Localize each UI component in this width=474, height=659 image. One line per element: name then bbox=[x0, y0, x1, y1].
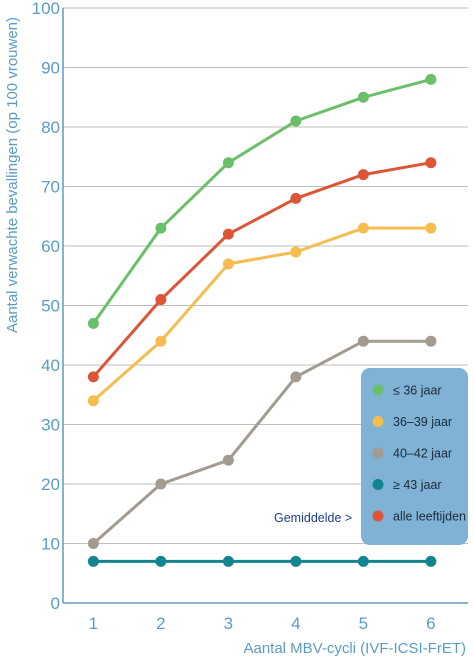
x-tick-label-2: 2 bbox=[156, 614, 165, 633]
axes bbox=[62, 8, 468, 604]
series-line-1 bbox=[91, 77, 433, 325]
x-tick-label-1: 1 bbox=[89, 614, 98, 633]
series-2 bbox=[87, 222, 437, 407]
data-point-2-2 bbox=[155, 335, 167, 347]
legend-label-1: ≤ 36 jaar bbox=[393, 384, 442, 398]
data-point-2-3 bbox=[222, 258, 234, 270]
data-point-3-2 bbox=[155, 478, 167, 490]
data-point-3-5 bbox=[357, 335, 369, 347]
series-3 bbox=[87, 335, 437, 549]
y-tick-label-70: 70 bbox=[41, 178, 60, 197]
data-point-4-5 bbox=[357, 555, 369, 567]
series-line-3 bbox=[91, 339, 433, 545]
x-tick-labels: 1 2 3 4 5 6 bbox=[89, 614, 436, 633]
data-point-2-1 bbox=[87, 395, 99, 407]
legend-marker-4 bbox=[372, 479, 384, 490]
data-point-4-2 bbox=[155, 555, 167, 567]
data-point-3-6 bbox=[425, 335, 437, 347]
data-point-5-4 bbox=[290, 192, 302, 204]
legend-marker-5 bbox=[372, 510, 384, 522]
data-point-5-2 bbox=[155, 294, 167, 306]
x-tick-label-3: 3 bbox=[224, 614, 233, 633]
y-tick-label-0: 0 bbox=[51, 594, 60, 613]
data-point-5-6 bbox=[425, 157, 437, 169]
y-axis-title: Aantal verwachte bevallingen (op 100 vro… bbox=[4, 17, 21, 333]
series-lines bbox=[87, 73, 437, 567]
legend-items: ≤ 36 jaar 36–39 jaar 40–42 jaar ≥ 43 jaar al… bbox=[372, 384, 466, 524]
x-tick-label-5: 5 bbox=[359, 614, 368, 633]
y-tick-label-40: 40 bbox=[41, 356, 60, 375]
y-tick-label-80: 80 bbox=[41, 118, 60, 137]
data-point-3-3 bbox=[222, 454, 234, 466]
data-point-4-1 bbox=[87, 555, 99, 567]
legend-marker-3 bbox=[372, 447, 384, 459]
data-point-4-4 bbox=[290, 555, 302, 567]
y-tick-labels: 0 10 20 30 40 50 60 70 80 90 100 bbox=[32, 0, 60, 613]
legend-marker-1 bbox=[372, 384, 384, 396]
series-1 bbox=[87, 73, 437, 329]
data-point-5-3 bbox=[222, 228, 234, 240]
y-tick-label-60: 60 bbox=[41, 237, 60, 256]
data-point-2-5 bbox=[357, 222, 369, 234]
average-annotation: Gemiddelde > bbox=[274, 511, 352, 525]
data-point-2-4 bbox=[290, 246, 302, 258]
legend: ≤ 36 jaar 36–39 jaar 40–42 jaar ≥ 43 jaar al… bbox=[361, 368, 468, 545]
data-point-5-5 bbox=[357, 169, 369, 181]
y-tick-label-30: 30 bbox=[41, 416, 60, 435]
series-4 bbox=[87, 555, 437, 567]
legend-label-2: 36–39 jaar bbox=[393, 415, 452, 429]
data-point-2-6 bbox=[425, 222, 437, 234]
data-point-4-3 bbox=[222, 555, 234, 567]
y-tick-label-50: 50 bbox=[41, 297, 60, 316]
data-point-1-4 bbox=[290, 115, 302, 127]
legend-label-4: ≥ 43 jaar bbox=[393, 478, 442, 492]
data-point-4-6 bbox=[425, 555, 437, 567]
legend-label-3: 40–42 jaar bbox=[393, 447, 452, 461]
y-tick-label-10: 10 bbox=[41, 535, 60, 554]
data-point-1-3 bbox=[222, 157, 234, 169]
data-point-1-6 bbox=[425, 73, 437, 85]
series-line-2 bbox=[91, 226, 433, 403]
legend-label-5: alle leeftijden bbox=[393, 510, 466, 524]
y-tick-label-20: 20 bbox=[41, 475, 60, 494]
data-point-1-1 bbox=[87, 317, 99, 329]
data-point-3-4 bbox=[290, 371, 302, 383]
data-point-5-1 bbox=[87, 371, 99, 383]
data-point-1-2 bbox=[155, 222, 167, 234]
series-line-5 bbox=[91, 161, 433, 379]
y-tick-label-100: 100 bbox=[32, 0, 60, 18]
legend-box bbox=[361, 368, 468, 545]
grid-lines bbox=[63, 7, 468, 544]
y-tick-label-90: 90 bbox=[41, 59, 60, 78]
data-point-3-1 bbox=[87, 538, 99, 549]
x-axis-title: Aantal MBV-cycli (IVF-ICSI-FrET) bbox=[243, 640, 466, 657]
data-point-1-5 bbox=[357, 91, 369, 103]
x-tick-label-4: 4 bbox=[291, 614, 300, 633]
legend-marker-2 bbox=[372, 416, 384, 427]
series-5 bbox=[87, 157, 437, 383]
x-tick-label-6: 6 bbox=[426, 614, 435, 633]
